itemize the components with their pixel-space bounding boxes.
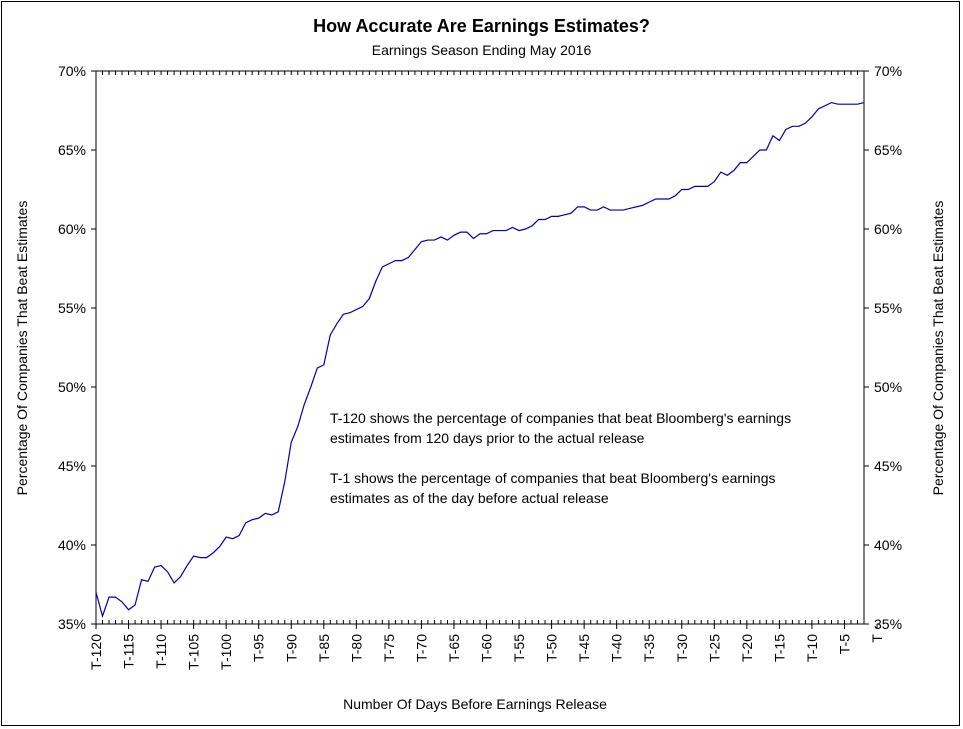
y-tick-label: 45%	[874, 458, 902, 474]
x-tick-label: T-25	[706, 634, 722, 662]
x-tick-label: T-45	[576, 634, 592, 662]
y-tick-label: 40%	[874, 537, 902, 553]
x-tick-label: T-75	[381, 634, 397, 662]
y-tick-label: 40%	[58, 537, 86, 553]
y-tick-label: 70%	[874, 63, 902, 79]
x-axis: T-120 T-115 T-110 T-105 T-100 T-95 T-90 T-85 T-8…	[88, 71, 885, 670]
annotation-line: estimates from 120 days prior to the act…	[330, 430, 645, 446]
x-tick-label: T-30	[674, 634, 690, 662]
y-tick-label: 65%	[874, 142, 902, 158]
annotation-line: T-120 shows the percentage of companies …	[330, 410, 791, 426]
x-tick-label: T-60	[479, 634, 495, 662]
x-tick-label: T-120	[88, 634, 104, 670]
x-tick-label: T-90	[283, 634, 299, 662]
y-axis-title-left: Percentage Of Companies That Beat Estima…	[14, 201, 30, 496]
chart-subtitle: Earnings Season Ending May 2016	[371, 42, 592, 58]
annotation-line: T-1 shows the percentage of companies th…	[330, 470, 776, 486]
x-tick-label: T-80	[348, 634, 364, 662]
x-axis-title: Number Of Days Before Earnings Release	[343, 696, 607, 712]
x-tick-label: T-110	[153, 634, 169, 669]
plot-area	[95, 70, 865, 625]
x-tick-label: T-5	[836, 634, 852, 654]
x-tick-label: T-35	[641, 634, 657, 662]
x-tick-label: T-105	[186, 634, 202, 670]
y-tick-label: 65%	[58, 142, 86, 158]
x-tick-label: T-100	[218, 634, 234, 670]
x-tick-label: T-10	[804, 634, 820, 662]
x-tick-label: T-20	[739, 634, 755, 662]
x-tick-label: T-55	[511, 634, 527, 662]
y-tick-label: 50%	[58, 379, 86, 395]
y-tick-label: 55%	[874, 300, 902, 316]
x-tick-label: T-40	[609, 634, 625, 662]
x-tick-label: T-65	[446, 634, 462, 662]
y-tick-label: 50%	[874, 379, 902, 395]
x-tick-label: T-15	[771, 634, 787, 662]
y-tick-label: 35%	[58, 616, 86, 632]
y-tick-label: 70%	[58, 63, 86, 79]
y-axis-title-right: Percentage Of Companies That Beat Estima…	[930, 201, 946, 496]
x-tick-label: T-50	[544, 634, 560, 662]
y-tick-label: 55%	[58, 300, 86, 316]
y-tick-label: 45%	[58, 458, 86, 474]
x-tick-label: T-95	[251, 634, 267, 662]
chart-title: How Accurate Are Earnings Estimates?	[313, 16, 650, 36]
x-tick-label: T	[869, 634, 885, 643]
y-tick-label: 60%	[58, 221, 86, 237]
y-axis-left: 35% 40% 45% 50% 55% 60% 65% 70%	[58, 63, 96, 632]
series-line	[95, 101, 865, 619]
y-tick-label: 35%	[874, 616, 902, 632]
x-tick-label: T-115	[121, 634, 137, 669]
annotation-line: estimates as of the day before actual re…	[330, 490, 609, 506]
y-axis-right: 35% 40% 45% 50% 55% 60% 65% 70%	[864, 63, 902, 632]
y-tick-label: 60%	[874, 221, 902, 237]
x-tick-label: T-85	[316, 634, 332, 662]
x-tick-label: T-70	[413, 634, 429, 662]
series-group	[95, 101, 865, 619]
